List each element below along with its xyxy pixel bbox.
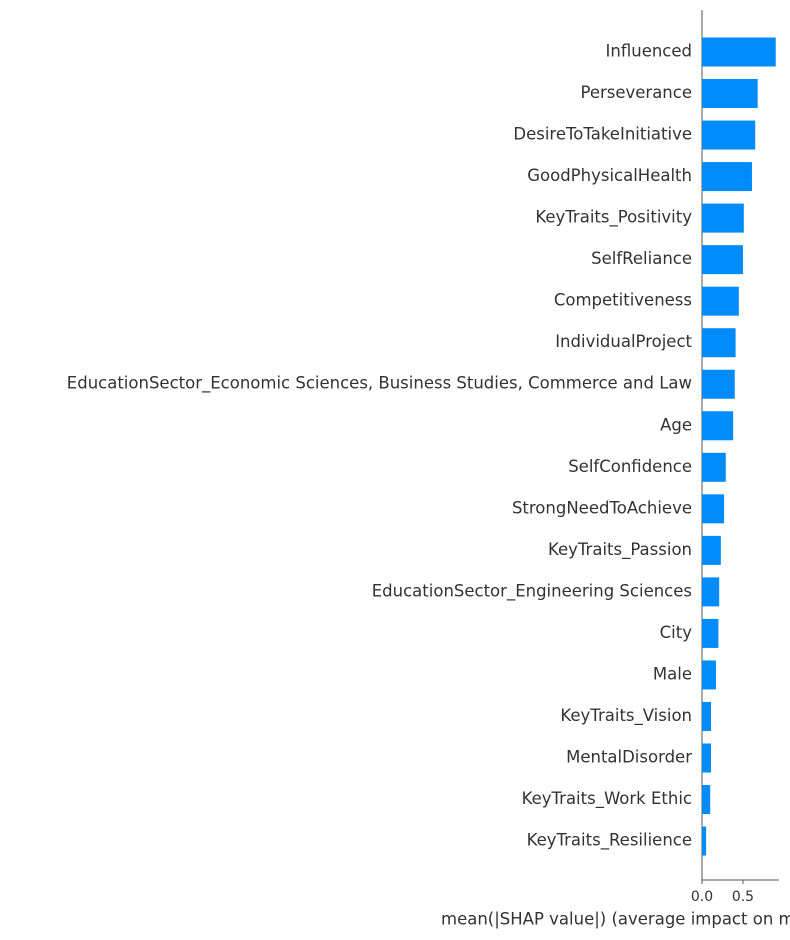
y-tick-label: GoodPhysicalHealth [527,166,692,185]
y-tick-label: StrongNeedToAchieve [512,498,692,517]
y-tick-label: IndividualProject [555,332,692,351]
bar [702,494,725,524]
bar [702,79,758,109]
y-tick-label: DesireToTakeInitiative [513,125,692,144]
bar [702,286,739,316]
y-tick-label: Age [660,415,692,434]
bar [702,577,720,607]
y-tick-label: Competitiveness [554,291,692,310]
bar [702,618,719,648]
bar [702,743,712,773]
bar [702,37,776,67]
bar [702,660,716,690]
bar [702,203,744,233]
y-tick-label: City [660,623,693,642]
bar [702,452,726,482]
y-tick-label: Perseverance [580,83,692,102]
y-tick-label: Male [653,664,692,683]
y-tick-label: KeyTraits_Passion [548,540,692,560]
bar [702,701,712,731]
bar [702,120,756,150]
x-tick-label: 0.0 [691,889,713,905]
x-tick-label: 0.5 [732,889,754,905]
y-tick-label: KeyTraits_Resilience [527,831,692,851]
y-tick-label: KeyTraits_Vision [560,706,692,726]
bar [702,411,734,441]
bar [702,245,743,275]
bar [702,785,711,815]
y-tick-label: EducationSector_Engineering Sciences [372,581,692,601]
bar [702,826,707,856]
bar [702,369,735,399]
bar [702,162,752,192]
bar [702,535,721,565]
y-tick-label: EducationSector_Economic Sciences, Busin… [67,374,692,394]
x-axis-label: mean(|SHAP value|) (average impact on mo… [441,910,790,929]
y-tick-label: Influenced [606,42,692,61]
bar [702,328,736,358]
y-tick-label: KeyTraits_Work Ethic [522,789,692,809]
y-tick-label: MentalDisorder [566,748,692,767]
y-tick-label: KeyTraits_Positivity [535,208,692,228]
y-tick-label: SelfReliance [591,249,692,268]
y-tick-label: SelfConfidence [568,457,692,476]
